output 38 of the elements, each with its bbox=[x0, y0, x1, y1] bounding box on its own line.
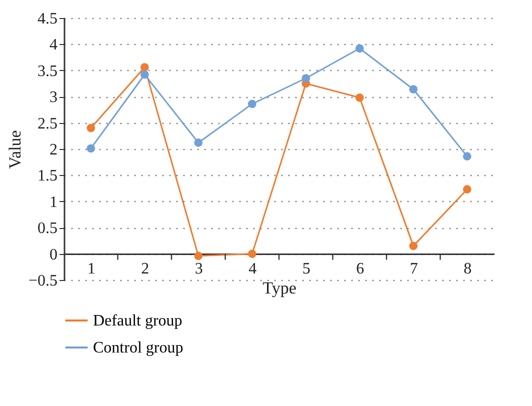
point bbox=[409, 85, 418, 94]
point bbox=[462, 152, 472, 161]
y-tick-label: 3 bbox=[50, 89, 58, 106]
x-tick-label: 1 bbox=[87, 260, 96, 278]
x-tick-label: 2 bbox=[141, 260, 150, 278]
point bbox=[194, 138, 203, 147]
y-tick-label: 2.5 bbox=[38, 115, 58, 132]
x-tick-label: 6 bbox=[356, 260, 364, 278]
point bbox=[194, 252, 203, 260]
point bbox=[140, 63, 149, 72]
x-tick-label: 3 bbox=[194, 260, 203, 278]
point bbox=[355, 93, 364, 102]
point bbox=[86, 144, 96, 153]
y-tick-label: 4.5 bbox=[38, 10, 58, 28]
point bbox=[355, 44, 364, 53]
x-tick-label: 7 bbox=[410, 260, 418, 278]
y-tick-label: 4 bbox=[50, 36, 58, 54]
point bbox=[302, 74, 310, 82]
y-tick-label: −0.5 bbox=[28, 272, 58, 290]
x-tick-label: 4 bbox=[248, 260, 257, 278]
legend-label: Control group bbox=[93, 340, 184, 356]
y-tick-label: 1.5 bbox=[38, 168, 58, 185]
x-tick-label: 8 bbox=[464, 260, 472, 278]
point bbox=[140, 70, 149, 79]
y-tick-label: 0.5 bbox=[38, 220, 58, 238]
x-tick-label: 5 bbox=[302, 260, 310, 278]
point bbox=[86, 124, 96, 132]
point bbox=[462, 185, 472, 194]
y-tick-label: 3.5 bbox=[38, 62, 58, 80]
y-tick-label: 1 bbox=[50, 194, 58, 211]
y-tick-label: 0 bbox=[50, 246, 58, 264]
point bbox=[248, 100, 256, 108]
point bbox=[248, 250, 256, 258]
point bbox=[409, 242, 418, 250]
x-axis-title: Type bbox=[262, 278, 296, 298]
y-tick-label: 2 bbox=[50, 142, 58, 158]
y-axis-title: Value bbox=[5, 130, 24, 169]
legend-label: Default group bbox=[93, 312, 182, 330]
